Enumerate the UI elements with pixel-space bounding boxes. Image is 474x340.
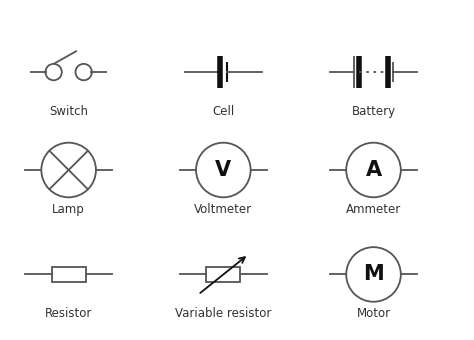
Text: Cell: Cell	[212, 105, 235, 118]
Bar	[52, 267, 86, 282]
Text: Voltmeter: Voltmeter	[194, 203, 253, 216]
Text: Resistor: Resistor	[45, 307, 92, 320]
Text: Variable resistor: Variable resistor	[175, 307, 272, 320]
Text: Ammeter: Ammeter	[346, 203, 401, 216]
Text: Motor: Motor	[356, 307, 391, 320]
Text: Lamp: Lamp	[52, 203, 85, 216]
Bar	[206, 267, 240, 282]
Text: Battery: Battery	[351, 105, 396, 118]
Text: V: V	[215, 160, 231, 180]
Text: M: M	[363, 265, 384, 285]
Text: A: A	[365, 160, 382, 180]
Text: Switch: Switch	[49, 105, 88, 118]
